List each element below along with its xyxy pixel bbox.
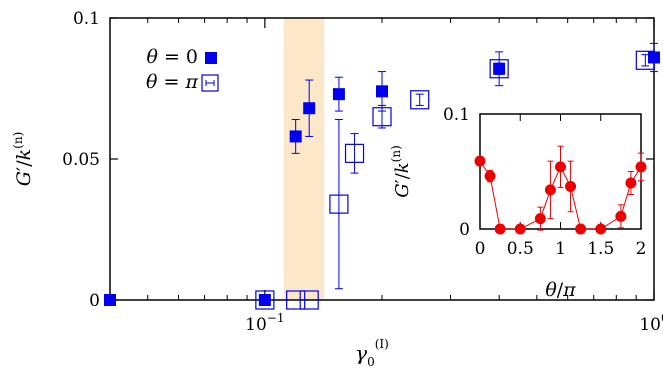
data-point <box>104 294 116 306</box>
main-axes: 00.050.110−1100G′/k(n)γ0(I) <box>11 9 663 369</box>
data-point <box>255 290 275 310</box>
x-tick-label: 10−1 <box>245 311 284 335</box>
main-plot <box>284 18 325 300</box>
x-tick-label: 100 <box>639 311 663 335</box>
inset-x-tick-label: 0.5 <box>507 239 534 259</box>
inset-plot: 0 0.5 1 1.5 2 0 0.1 G′/k(n) θ/π <box>389 105 647 301</box>
inset-data-point <box>615 210 627 222</box>
main-data <box>104 42 660 310</box>
legend-label-theta-0: θ = 0 <box>146 46 198 68</box>
data-point <box>258 294 271 306</box>
inset-data-point <box>514 223 526 235</box>
shaded-band <box>284 18 325 300</box>
inset-x-tick-label: 1 <box>555 239 566 259</box>
data-point <box>299 290 319 310</box>
data-point <box>332 88 345 101</box>
inset-data-point <box>474 155 486 167</box>
data-point <box>489 59 509 79</box>
inset-data-point <box>575 223 587 235</box>
y-tick-label: 0.05 <box>62 150 100 170</box>
inset-data-point <box>494 223 506 235</box>
inset-data-point <box>565 180 577 192</box>
inset-data-point <box>555 161 566 173</box>
inset-data-point <box>625 177 637 189</box>
inset-data-point <box>484 170 496 182</box>
series-theta-pi <box>255 50 655 310</box>
inset-x-axis-label: θ/π <box>545 279 576 301</box>
inset-data-point <box>635 161 647 173</box>
inset-series <box>474 145 647 235</box>
data-point <box>372 107 392 127</box>
data-point <box>303 102 316 115</box>
legend-marker-filled <box>205 52 217 64</box>
data-point <box>344 143 365 163</box>
data-point <box>286 290 306 310</box>
data-point <box>329 194 349 214</box>
y-tick-label: 0 <box>89 291 100 311</box>
legend-marker-open <box>201 74 219 92</box>
x-axis-label: γ0(I) <box>355 337 389 369</box>
inset-y-tick-label: 0.1 <box>443 105 470 125</box>
data-point <box>289 130 302 143</box>
y-axis-label: G′/k(n) <box>11 132 35 187</box>
inset-data-point <box>534 213 546 225</box>
inset-y-tick-label: 0 <box>459 220 470 240</box>
inset-data-point <box>544 184 556 196</box>
data-point <box>635 50 655 70</box>
data-point <box>376 85 388 98</box>
inset-x-tick-label: 2 <box>636 239 647 259</box>
legend: θ = 0 θ = π <box>146 46 219 93</box>
legend-label-theta-pi: θ = π <box>146 71 198 93</box>
inset-data-point <box>595 223 607 235</box>
data-point <box>410 90 430 110</box>
inset-y-axis-label: G′/k(n) <box>389 145 413 198</box>
inset-x-tick-label: 0 <box>475 239 486 259</box>
y-tick-label: 0.1 <box>73 9 100 29</box>
inset-x-tick-label: 1.5 <box>587 239 614 259</box>
